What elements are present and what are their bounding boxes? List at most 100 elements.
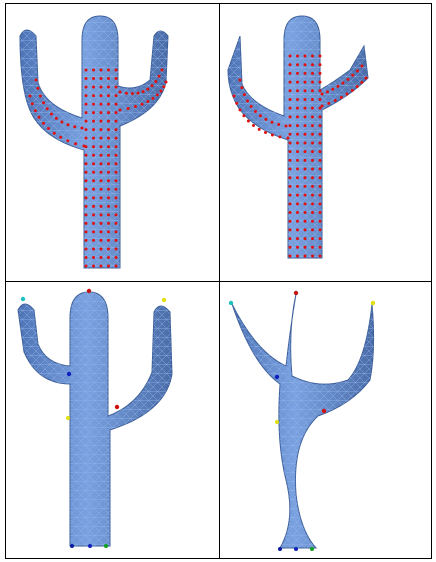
vertex-dot xyxy=(84,238,88,242)
handle-right-joint[interactable] xyxy=(114,404,120,410)
handle-base-right[interactable] xyxy=(310,547,314,551)
vertex-dot xyxy=(270,120,274,124)
vertex-dot xyxy=(107,153,110,157)
vertex-dot xyxy=(107,213,110,217)
vertex-dot xyxy=(311,158,314,162)
vertex-dot xyxy=(333,99,337,102)
vertex-dot xyxy=(114,85,118,89)
vertex-dot xyxy=(355,85,359,88)
vertex-dot xyxy=(303,89,307,93)
vertex-dot xyxy=(242,114,246,118)
vertex-dot xyxy=(360,64,364,68)
handle-left-joint[interactable] xyxy=(274,374,280,380)
vertex-dot xyxy=(114,145,118,149)
vertex-dot xyxy=(118,108,122,112)
handle-top[interactable] xyxy=(86,288,92,294)
handle-base-left[interactable] xyxy=(70,544,74,548)
vertex-dot xyxy=(92,238,95,242)
vertex-dot xyxy=(318,228,322,232)
panel-top-left xyxy=(19,15,169,269)
handle-left-joint[interactable] xyxy=(66,371,72,377)
vertex-dot xyxy=(99,204,103,208)
vertex-dot xyxy=(45,107,49,111)
vertex-dot xyxy=(154,79,158,83)
vertex-dot xyxy=(114,111,118,115)
handle-base-left[interactable] xyxy=(278,547,282,551)
vertex-dot xyxy=(360,80,364,84)
vertex-dot xyxy=(107,204,110,208)
handle-right-arm[interactable] xyxy=(370,300,376,306)
vertex-dot xyxy=(99,196,103,200)
vertex-dot xyxy=(99,170,103,174)
vertex-dot xyxy=(84,94,88,98)
vertex-dot xyxy=(118,90,122,94)
handle-waist[interactable] xyxy=(66,416,70,420)
vertex-dot xyxy=(288,97,292,101)
vertex-dot xyxy=(107,128,110,132)
vertex-dot xyxy=(296,115,299,119)
handle-right-arm[interactable] xyxy=(161,297,167,303)
vertex-dot xyxy=(114,255,118,259)
vertex-dot xyxy=(114,247,118,251)
vertex-dot xyxy=(311,167,314,171)
handle-base-mid[interactable] xyxy=(88,544,92,548)
vertex-dot xyxy=(277,122,281,126)
vertex-dot xyxy=(258,114,262,118)
vertex-dot xyxy=(318,245,322,249)
vertex-dot xyxy=(311,89,314,93)
vertex-dot xyxy=(311,115,314,119)
handle-left-arm[interactable] xyxy=(20,296,26,302)
vertex-dot xyxy=(303,237,307,241)
vertex-dot xyxy=(311,124,314,128)
handle-base-mid[interactable] xyxy=(294,547,298,551)
handle-waist[interactable] xyxy=(275,420,279,424)
vertex-dot xyxy=(311,54,314,58)
panel-top-right xyxy=(227,15,369,259)
vertex-dot xyxy=(240,86,244,90)
vertex-dot xyxy=(84,221,88,225)
handle-base-right[interactable] xyxy=(104,544,108,548)
vertex-dot xyxy=(296,167,299,171)
vertex-dot xyxy=(99,264,103,268)
vertex-dot xyxy=(114,128,118,132)
vertex-dot xyxy=(141,90,145,94)
handle-left-arm[interactable] xyxy=(228,300,234,306)
vertex-dot xyxy=(92,162,95,166)
vertex-dot xyxy=(303,97,307,101)
vertex-dot xyxy=(92,213,95,217)
vertex-dot xyxy=(311,237,314,241)
vertex-dot xyxy=(52,131,56,135)
vertex-dot xyxy=(99,162,103,166)
vertex-dot xyxy=(146,87,150,91)
vertex-dot xyxy=(99,238,103,242)
handle-right-joint[interactable] xyxy=(321,408,327,414)
vertex-dot xyxy=(114,162,118,166)
vertex-dot xyxy=(311,254,314,258)
vertex-dot xyxy=(92,136,95,140)
handle-top[interactable] xyxy=(293,290,299,296)
vertex-dot xyxy=(311,176,314,180)
vertex-dot xyxy=(318,132,322,136)
vertex-dot xyxy=(303,176,307,180)
vertex-dot xyxy=(38,94,42,98)
vertex-dot xyxy=(303,54,307,58)
vertex-dot xyxy=(296,80,299,84)
vertex-dot xyxy=(303,80,307,84)
vertex-dot xyxy=(99,128,103,132)
vertex-dot xyxy=(288,219,292,223)
vertex-dot xyxy=(270,133,274,137)
vertex-dot xyxy=(84,77,88,81)
vertex-dot xyxy=(318,89,322,93)
vertex-dot xyxy=(303,124,307,128)
vertex-dot xyxy=(303,228,307,232)
vertex-dot xyxy=(288,184,292,188)
vertex-dot xyxy=(318,167,322,171)
vertex-dot xyxy=(351,73,355,77)
vertex-dot xyxy=(84,247,88,251)
vertex-dot xyxy=(107,136,110,140)
vertex-dot xyxy=(114,94,118,98)
vertex-dot xyxy=(114,196,118,200)
vertex-dot xyxy=(296,54,299,58)
vertex-dot xyxy=(114,102,118,106)
vertex-dot xyxy=(296,63,299,67)
